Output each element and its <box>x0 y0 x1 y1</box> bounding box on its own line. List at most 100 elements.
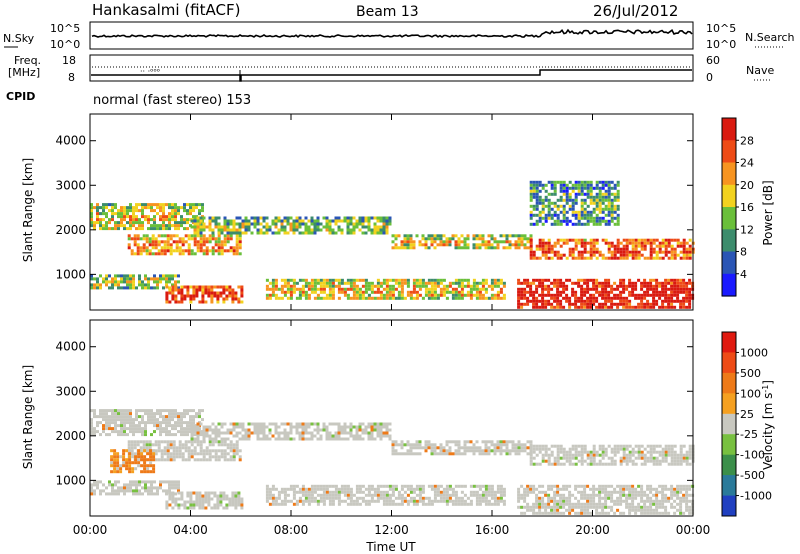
heatmap-cell <box>649 247 653 251</box>
heatmap-cell <box>229 455 233 459</box>
heatmap-cell <box>499 287 503 291</box>
heatmap-cell <box>454 278 458 282</box>
heatmap-cell <box>358 228 362 232</box>
heatmap-cell <box>196 458 200 462</box>
heatmap-cell <box>240 288 244 292</box>
heatmap-cell <box>448 446 452 450</box>
heatmap-cell <box>192 500 196 504</box>
heatmap-cell <box>412 487 416 491</box>
heatmap-cell <box>676 453 680 457</box>
heatmap-cell <box>553 284 557 288</box>
heatmap-cell <box>247 225 251 229</box>
heatmap-cell <box>192 418 195 422</box>
heatmap-cell <box>178 446 182 450</box>
heatmap-cell <box>349 425 353 429</box>
heatmap-cell <box>259 428 263 432</box>
heatmap-cell <box>436 493 440 497</box>
heatmap-cell <box>523 302 527 306</box>
heatmap-cell <box>328 496 332 500</box>
heatmap-cell <box>343 493 347 497</box>
heatmap-cell <box>111 415 114 419</box>
heatmap-cell <box>280 499 284 503</box>
heatmap-cell <box>658 450 662 454</box>
heatmap-cell <box>90 215 93 219</box>
heatmap-cell <box>508 246 512 250</box>
heatmap-cell <box>439 234 443 238</box>
heatmap-cell <box>583 183 587 187</box>
heatmap-cell <box>535 186 539 190</box>
heatmap-cell <box>580 180 584 184</box>
heatmap-cell <box>472 281 476 285</box>
heatmap-cell <box>165 503 169 507</box>
heatmap-cell <box>409 290 413 294</box>
heatmap-cell <box>547 459 551 463</box>
heatmap-cell <box>198 409 201 413</box>
heatmap-cell <box>159 224 162 228</box>
heatmap-cell <box>607 493 611 497</box>
heatmap-cell <box>174 227 177 231</box>
heatmap-cell <box>234 291 238 295</box>
heatmap-cell <box>649 244 653 248</box>
heatmap-cell <box>286 219 290 223</box>
colorbar-swatch <box>722 475 736 496</box>
heatmap-cell <box>292 437 296 441</box>
heatmap-cell <box>589 487 593 491</box>
heatmap-cell <box>147 286 150 290</box>
heatmap-cell <box>388 484 392 488</box>
heatmap-cell <box>424 449 428 453</box>
heatmap-cell <box>496 443 500 447</box>
heatmap-cell <box>490 449 494 453</box>
heatmap-cell <box>676 244 680 248</box>
heatmap-cell <box>670 502 674 506</box>
heatmap-cell <box>192 285 196 289</box>
heatmap-cell <box>457 240 461 244</box>
heatmap-cell <box>256 431 260 435</box>
heatmap-cell <box>319 493 323 497</box>
heatmap-cell <box>655 459 659 463</box>
heatmap-cell <box>117 486 120 490</box>
heatmap-cell <box>220 246 224 250</box>
heatmap-cell <box>165 506 169 510</box>
heatmap-cell <box>162 274 165 278</box>
heatmap-cell <box>598 493 602 497</box>
heatmap-cell <box>265 434 269 438</box>
heatmap-cell <box>601 186 605 190</box>
heatmap-cell <box>159 424 162 428</box>
heatmap-cell <box>661 502 665 506</box>
heatmap-cell <box>265 284 269 288</box>
heatmap-cell <box>604 198 608 202</box>
heatmap-cell <box>152 458 156 462</box>
heatmap-cell <box>646 444 650 448</box>
heatmap-cell <box>186 212 189 216</box>
heatmap-cell <box>358 484 362 488</box>
heatmap-cell <box>202 425 206 429</box>
heatmap-cell <box>502 499 506 503</box>
heatmap-cell <box>646 305 650 309</box>
heatmap-cell <box>589 302 593 306</box>
heatmap-cell <box>508 452 512 456</box>
heatmap-cell <box>150 492 153 496</box>
heatmap-cell <box>652 502 656 506</box>
heatmap-cell <box>478 290 482 294</box>
heatmap-cell <box>502 487 506 491</box>
heatmap-cell <box>613 462 617 466</box>
heatmap-cell <box>199 443 203 447</box>
heatmap-cell <box>253 431 257 435</box>
heatmap-cell <box>460 284 464 288</box>
heatmap-cell <box>604 287 608 291</box>
heatmap-cell <box>292 496 296 500</box>
heatmap-cell <box>304 222 308 226</box>
heatmap-cell <box>682 253 686 257</box>
heatmap-cell <box>493 284 497 288</box>
heatmap-cell <box>604 281 608 285</box>
heatmap-cell <box>181 249 185 253</box>
heatmap-cell <box>147 215 150 219</box>
heatmap-cell <box>541 459 545 463</box>
heatmap-cell <box>151 443 155 447</box>
heatmap-cell <box>592 302 596 306</box>
heatmap-cell <box>340 431 344 435</box>
heatmap-cell <box>148 440 152 444</box>
heatmap-cell <box>463 452 467 456</box>
heatmap-cell <box>301 487 305 491</box>
heatmap-cell <box>550 256 554 260</box>
